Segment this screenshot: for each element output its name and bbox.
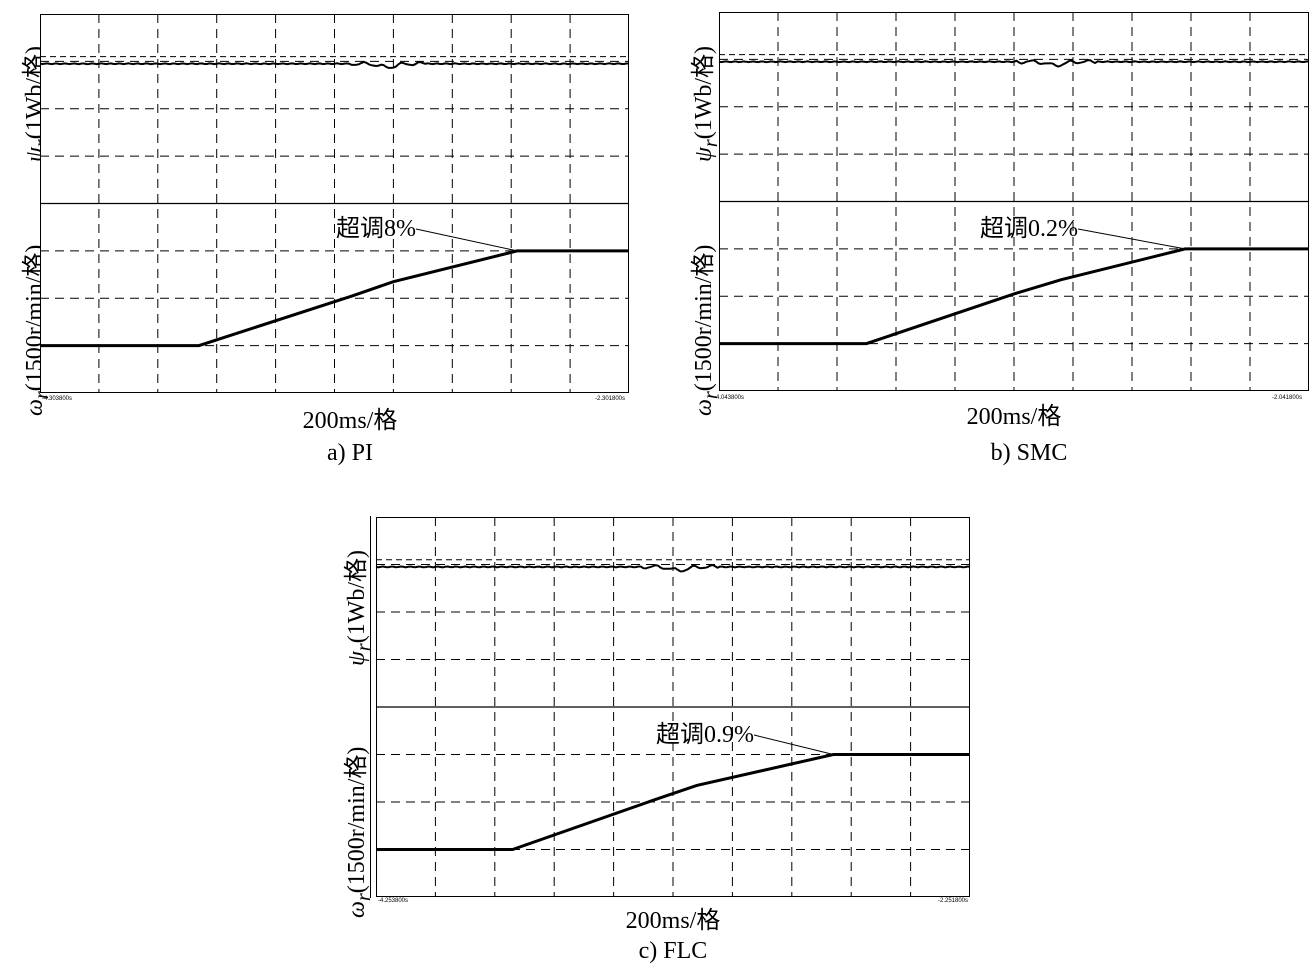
flux-trace	[718, 59, 1310, 68]
speed-trace	[40, 249, 629, 348]
x-axis-label: 200ms/格	[625, 908, 721, 934]
oscilloscope-plot	[39, 14, 630, 393]
panel-caption: c) FLC	[638, 938, 708, 964]
oscilloscope-plot	[375, 517, 971, 897]
flux-trace	[375, 563, 971, 573]
oscilloscope-plot	[718, 12, 1310, 391]
panel-caption: b) SMC	[990, 440, 1068, 466]
speed-trace	[719, 247, 1309, 346]
x-start-tick: -4.303800s	[42, 396, 73, 402]
x-start-tick: -4.043800s	[714, 395, 745, 401]
panel-caption: a) PI	[327, 440, 373, 466]
x-end-tick: -2.301800s	[595, 396, 626, 402]
plot-svg	[375, 517, 971, 897]
flux-axis-label: ψr(1Wb/格)	[691, 45, 722, 162]
x-end-tick: -2.251800s	[938, 898, 969, 904]
x-start-tick: -4.253800s	[378, 898, 409, 904]
plot-svg	[718, 12, 1310, 391]
plot-svg	[39, 14, 630, 393]
speed-axis-label: ωr(1500r/min/格)	[691, 244, 722, 416]
left-rule	[370, 516, 371, 898]
x-axis-label: 200ms/格	[302, 408, 398, 434]
overshoot-annotation: 超调0.9%	[656, 722, 754, 748]
annotation-leader	[1077, 228, 1186, 250]
speed-trace	[376, 753, 970, 851]
overshoot-annotation: 超调0.2%	[980, 216, 1078, 242]
annotation-leader	[753, 734, 834, 755]
annotation-leader	[415, 228, 518, 252]
flux-trace	[39, 60, 630, 69]
overshoot-annotation: 超调8%	[336, 216, 416, 242]
x-end-tick: -2.041800s	[1272, 395, 1303, 401]
x-axis-label: 200ms/格	[966, 404, 1062, 430]
